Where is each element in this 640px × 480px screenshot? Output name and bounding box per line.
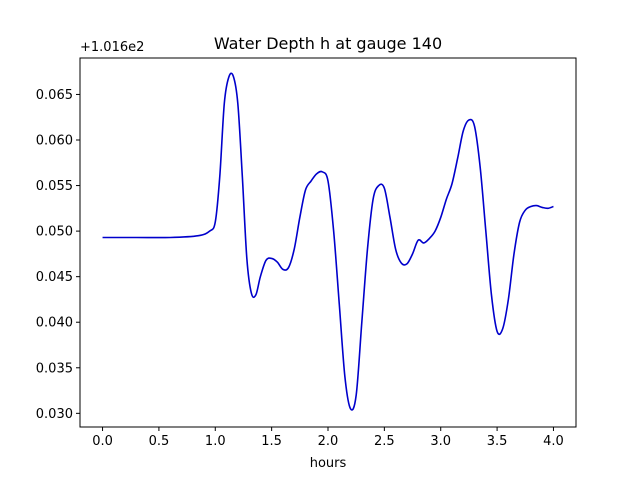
x-axis-label: hours: [310, 456, 347, 471]
x-tick-label: 4.0: [543, 434, 564, 449]
plot-area: 0.0 0.5 1.0 1.5 2.0 2.5 3.0 3.5 4.0 0.030 0.035 0.0…: [36, 57, 577, 449]
x-tick-label: 0.5: [149, 434, 170, 449]
x-tick-label: 2.0: [318, 434, 339, 449]
series-line-1: [102, 72, 554, 411]
y-tick-label: 0.035: [36, 361, 73, 376]
x-tick-label: 1.0: [205, 434, 226, 449]
x-tick-label: 1.5: [261, 434, 282, 449]
y-tick-label: 0.045: [36, 270, 73, 285]
y-tick-label: 0.065: [36, 88, 73, 103]
x-tick-label: 3.0: [430, 434, 451, 449]
y-tick-label: 0.050: [36, 225, 73, 240]
x-tick-label: 0.0: [92, 434, 113, 449]
x-tick-label: 3.5: [487, 434, 508, 449]
y-tick-label: 0.060: [36, 134, 73, 149]
y-offset-label: +1.016e2: [80, 40, 144, 55]
chart-title: Water Depth h at gauge 140: [214, 34, 442, 53]
y-tick-label: 0.030: [36, 407, 73, 422]
y-tick-label: 0.040: [36, 316, 73, 331]
y-tick-label: 0.055: [36, 179, 73, 194]
x-tick-label: 2.5: [374, 434, 395, 449]
